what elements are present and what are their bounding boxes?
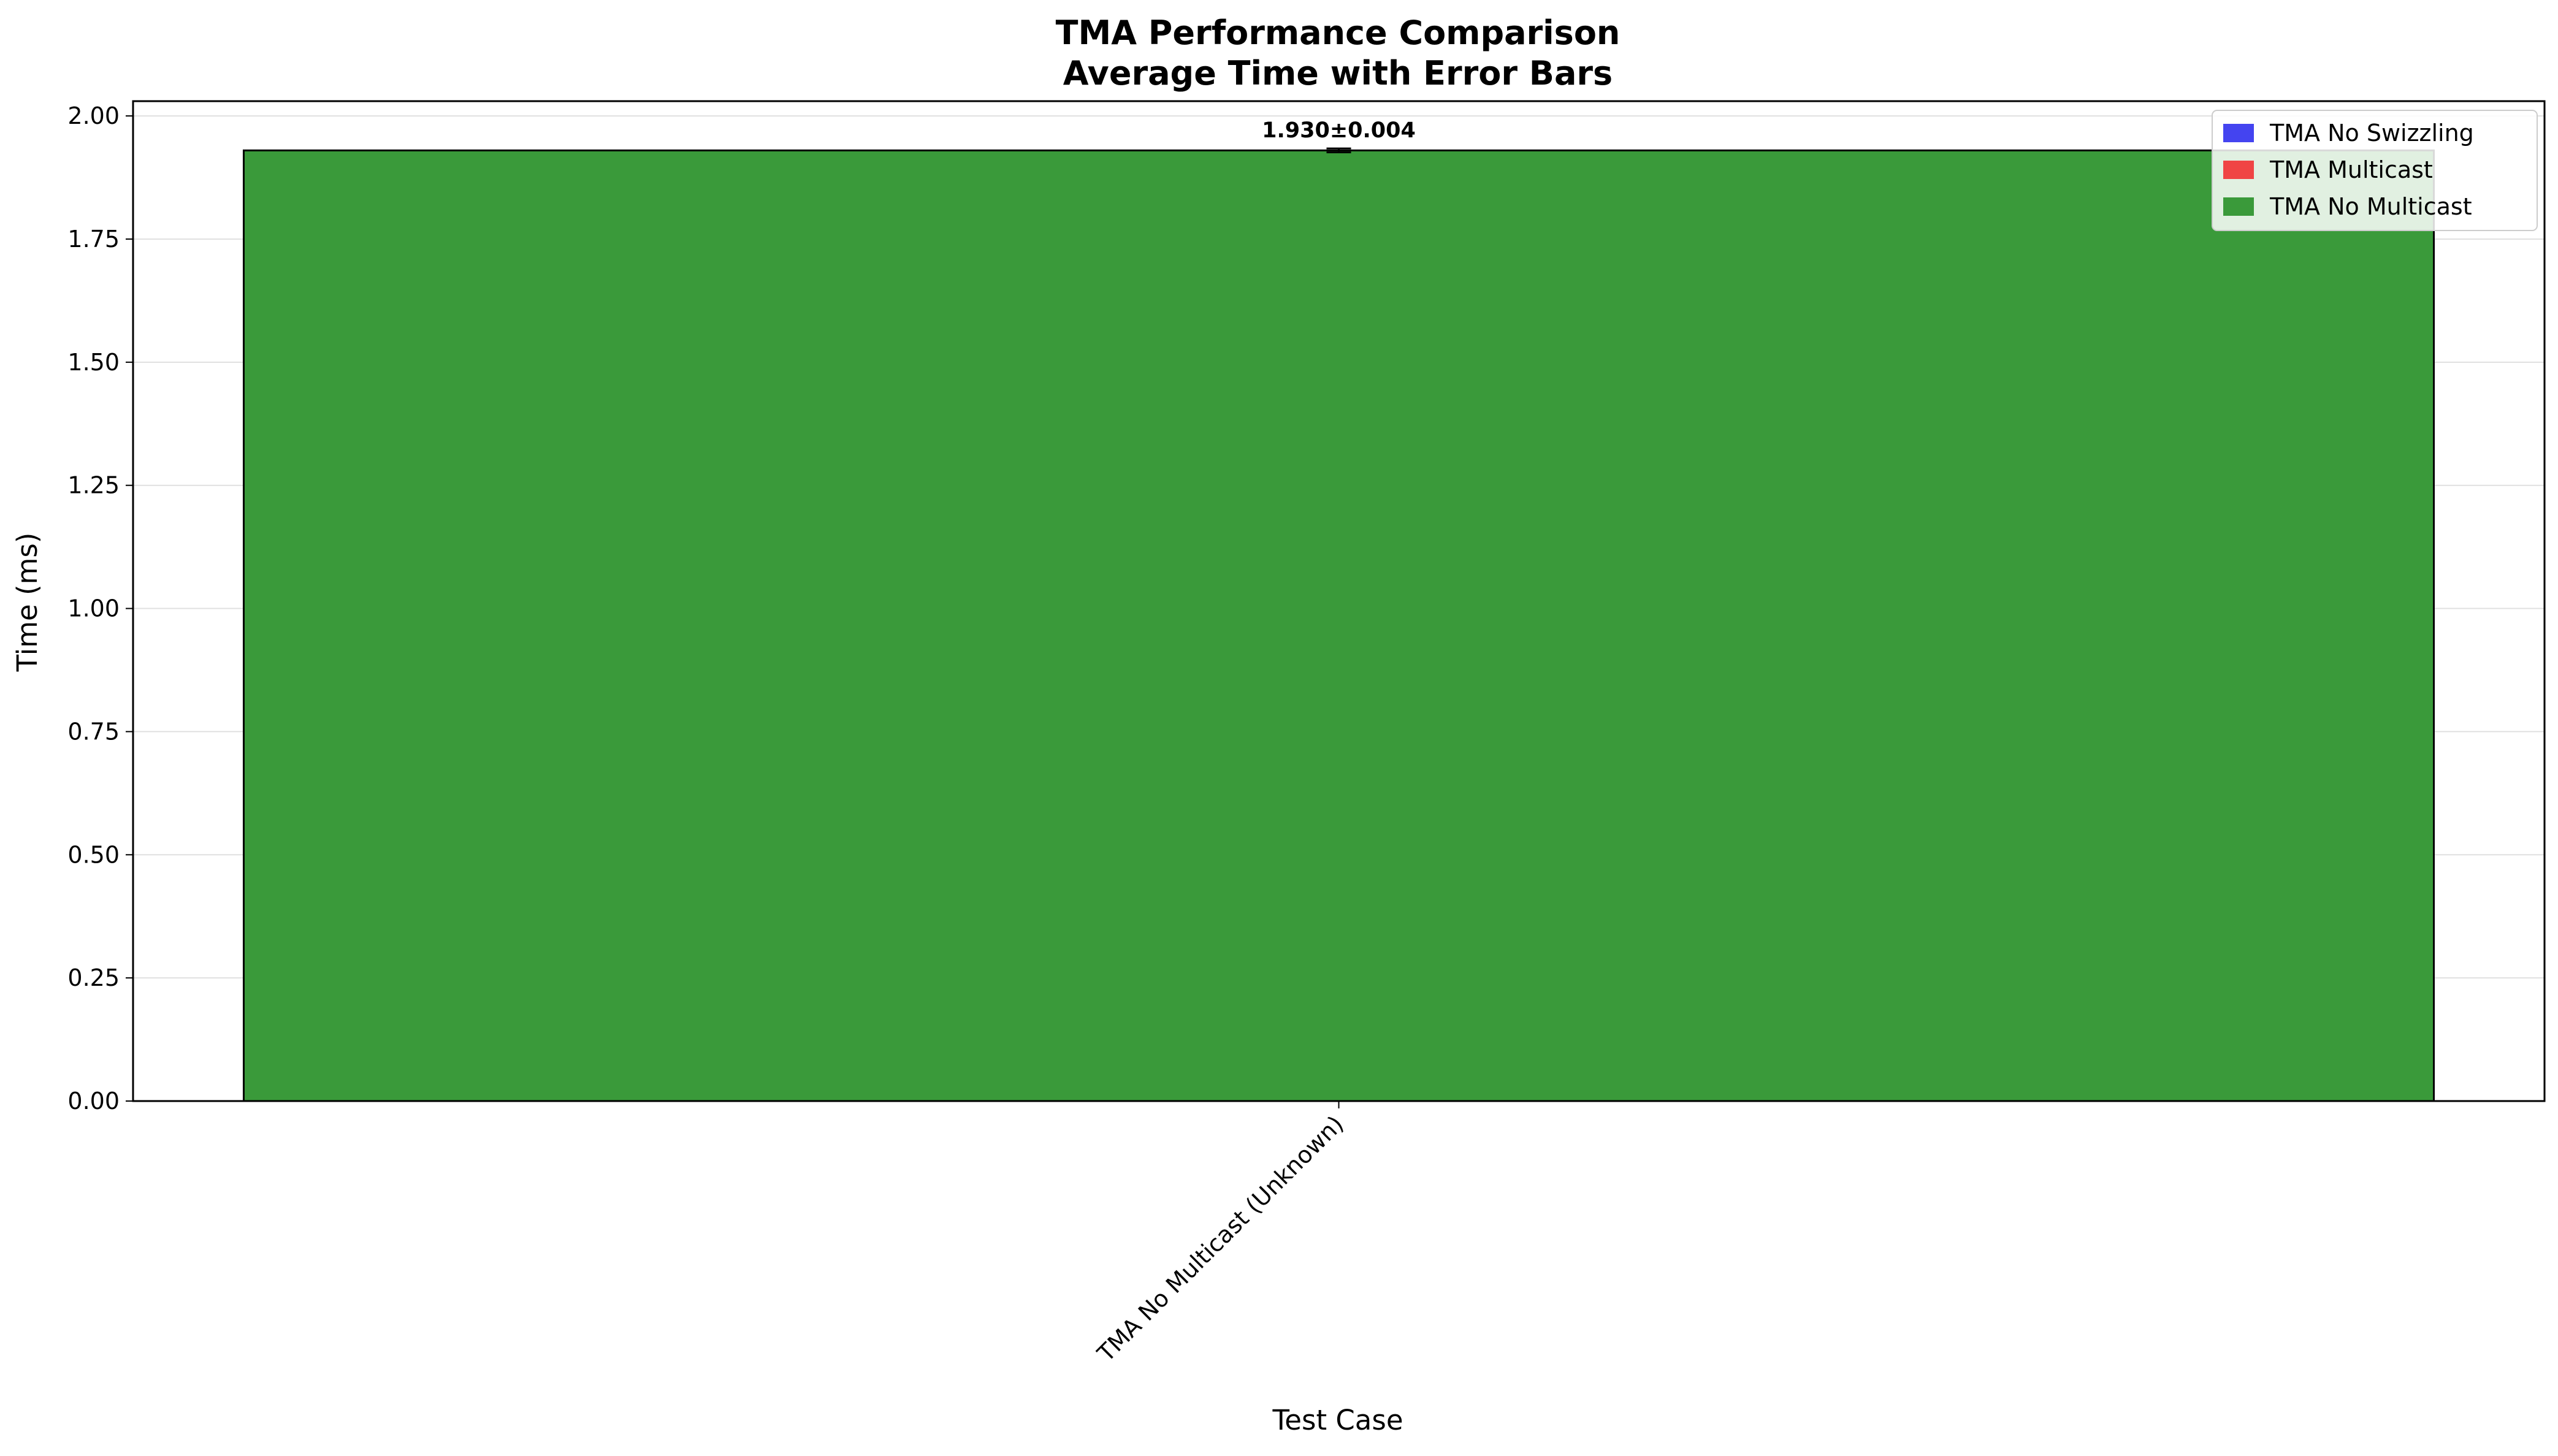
bar bbox=[243, 149, 2435, 1102]
y-tick-label: 0.25 bbox=[67, 964, 120, 991]
y-tick-label: 1.50 bbox=[67, 349, 120, 376]
legend-swatch bbox=[2223, 124, 2254, 142]
bar-value-label: 1.930±0.004 bbox=[1262, 118, 1416, 143]
y-tick-label: 0.00 bbox=[67, 1088, 120, 1115]
legend-swatch bbox=[2223, 197, 2254, 216]
y-tick-label: 1.75 bbox=[67, 226, 120, 253]
legend-swatch bbox=[2223, 161, 2254, 179]
legend-entry-label: TMA No Swizzling bbox=[2269, 120, 2474, 147]
chart-subtitle: Average Time with Error Bars bbox=[1063, 54, 1613, 93]
plot-frame bbox=[132, 100, 2546, 1102]
y-tick-label: 2.00 bbox=[67, 102, 120, 129]
y-tick-label: 0.75 bbox=[67, 718, 120, 745]
y-tick-label: 0.50 bbox=[67, 841, 120, 868]
bars: 1.930±0.004 bbox=[243, 118, 2435, 1102]
y-axis-label: Time (ms) bbox=[11, 533, 44, 673]
legend-entry-label: TMA Multicast bbox=[2269, 156, 2433, 183]
legend-entry-label: TMA No Multicast bbox=[2269, 193, 2472, 220]
chart-title: TMA Performance Comparison bbox=[1056, 13, 1621, 52]
legend-box bbox=[2212, 110, 2538, 231]
y-tick-label: 1.25 bbox=[67, 472, 120, 499]
legend: TMA No Swizzling TMA Multicast TMA No Mult… bbox=[2212, 110, 2538, 231]
y-tick-label: 1.00 bbox=[67, 595, 120, 622]
x-axis-label: Test Case bbox=[1272, 1404, 1403, 1436]
